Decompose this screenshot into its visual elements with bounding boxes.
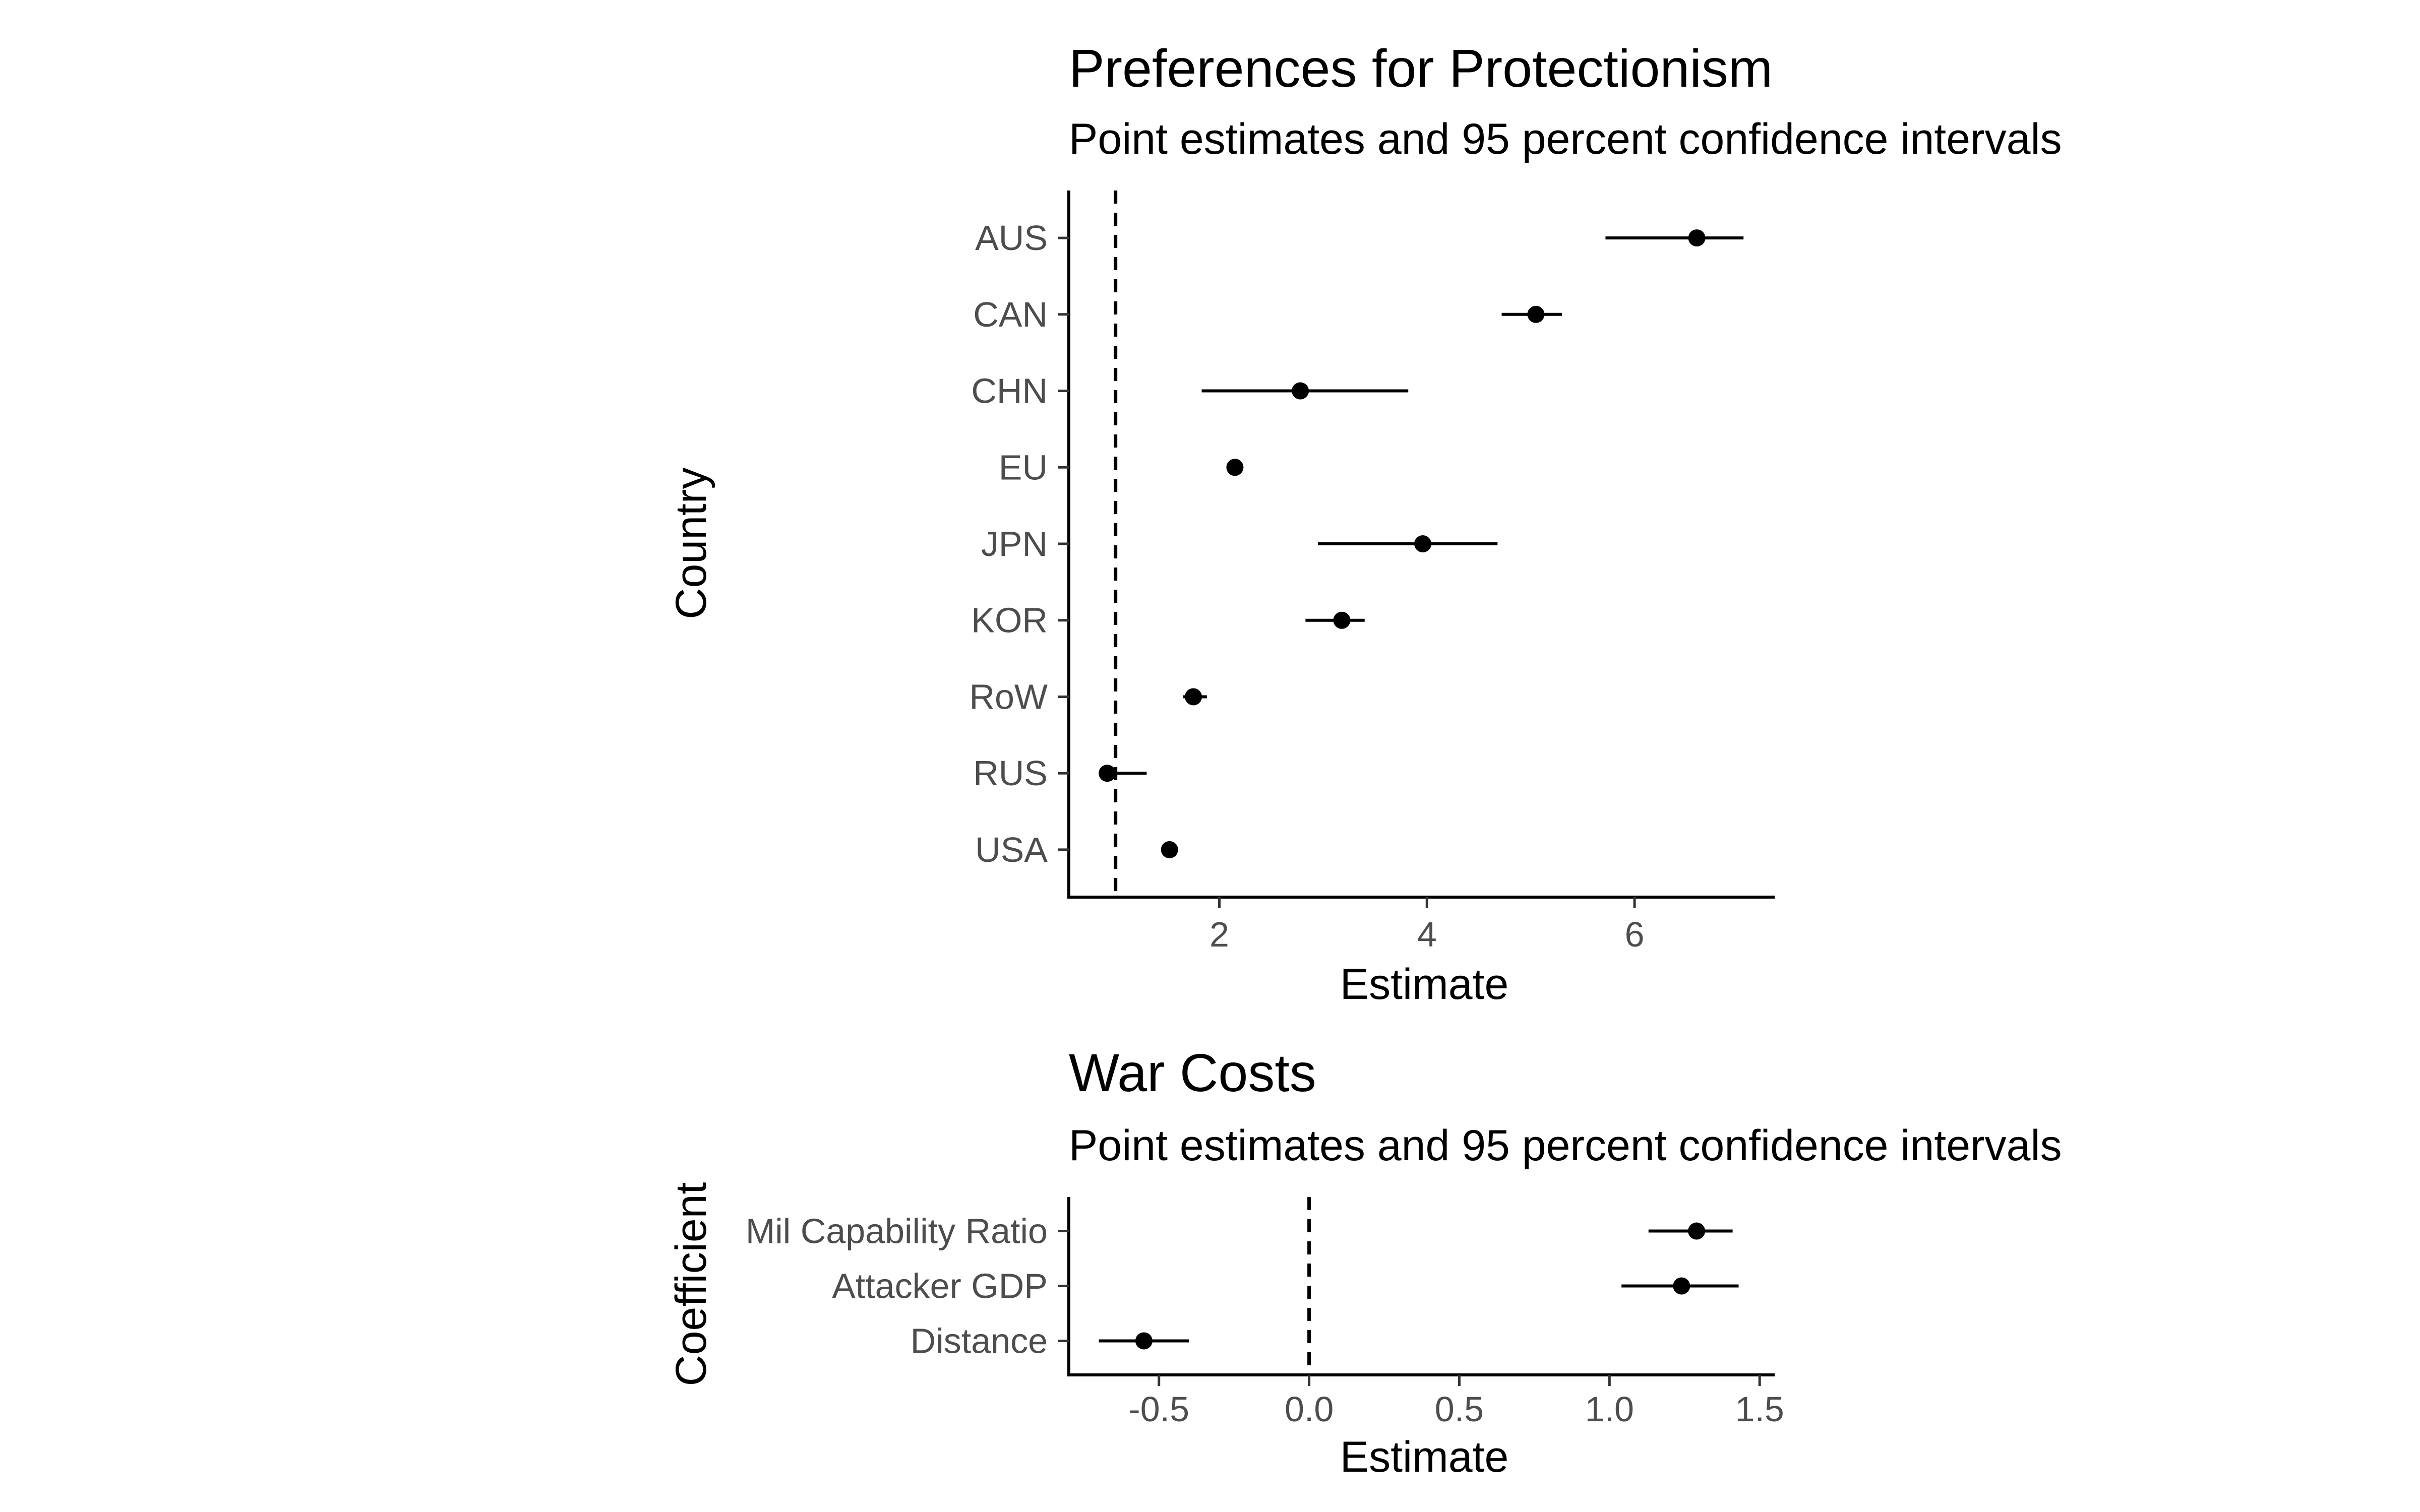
- war-costs-point-estimate: [1688, 1222, 1706, 1240]
- protectionism-point-estimate: [1226, 459, 1244, 476]
- war-costs-y-tick-label: Distance: [911, 1321, 1048, 1360]
- protectionism-point-estimate: [1414, 535, 1432, 552]
- war-costs-title: War Costs: [1069, 1043, 1316, 1103]
- protectionism-y-tick-label: AUS: [975, 218, 1048, 258]
- war-costs-y-tick-label: Attacker GDP: [832, 1267, 1048, 1306]
- protectionism-point-estimate: [1185, 688, 1202, 706]
- protectionism-point-estimate: [1527, 305, 1545, 323]
- war-costs-panel: War Costs Point estimates and 95 percent…: [667, 1043, 2062, 1481]
- protectionism-plot-area: 2 4 6 AUS CAN CHN EU JPN KOR RoW RUS USA: [969, 191, 1775, 954]
- war-costs-x-axis-title: Estimate: [1340, 1433, 1509, 1481]
- protectionism-x-tick-label: 4: [1417, 915, 1437, 954]
- protectionism-point-estimate: [1099, 765, 1116, 782]
- war-costs-x-tick-label: -0.5: [1128, 1390, 1189, 1429]
- protectionism-y-tick-label: KOR: [971, 601, 1048, 640]
- protectionism-x-tick-label: 2: [1209, 915, 1229, 954]
- war-costs-x-tick-label: 0.0: [1285, 1390, 1334, 1429]
- protectionism-y-axis-title: Country: [667, 467, 715, 619]
- war-costs-x-tick-label: 1.5: [1735, 1390, 1784, 1429]
- protectionism-y-tick-label: JPN: [981, 524, 1048, 563]
- protectionism-x-axis-title: Estimate: [1340, 960, 1509, 1009]
- war-costs-x-tick-label: 0.5: [1435, 1390, 1484, 1429]
- protectionism-point-estimate: [1688, 229, 1706, 247]
- war-costs-y-tick-label: Mil Capability Ratio: [746, 1212, 1048, 1251]
- protectionism-y-tick-label: EU: [999, 448, 1048, 487]
- protectionism-point-estimate: [1292, 382, 1309, 400]
- protectionism-y-tick-label: CAN: [973, 295, 1048, 334]
- war-costs-point-estimate: [1673, 1277, 1690, 1295]
- protectionism-x-tick-label: 6: [1625, 915, 1645, 954]
- protectionism-subtitle: Point estimates and 95 percent confidenc…: [1069, 115, 2062, 163]
- protectionism-y-tick-label: CHN: [971, 371, 1048, 411]
- protectionism-y-tick-label: RUS: [973, 753, 1048, 793]
- protectionism-title: Preferences for Protectionism: [1069, 39, 1773, 98]
- protectionism-y-tick-label: USA: [975, 830, 1048, 869]
- war-costs-subtitle: Point estimates and 95 percent confidenc…: [1069, 1121, 2062, 1170]
- protectionism-y-tick-label: RoW: [969, 677, 1048, 716]
- war-costs-point-estimate: [1135, 1332, 1153, 1350]
- war-costs-x-tick-label: 1.0: [1585, 1390, 1634, 1429]
- protectionism-panel: Preferences for Protectionism Point esti…: [667, 39, 2062, 1009]
- war-costs-plot-area: -0.5 0.0 0.5 1.0 1.5 Mil Capability Ratio Atta…: [746, 1197, 1784, 1429]
- war-costs-y-axis-title: Coefficient: [667, 1182, 715, 1387]
- protectionism-point-estimate: [1333, 611, 1351, 629]
- protectionism-point-estimate: [1161, 841, 1178, 858]
